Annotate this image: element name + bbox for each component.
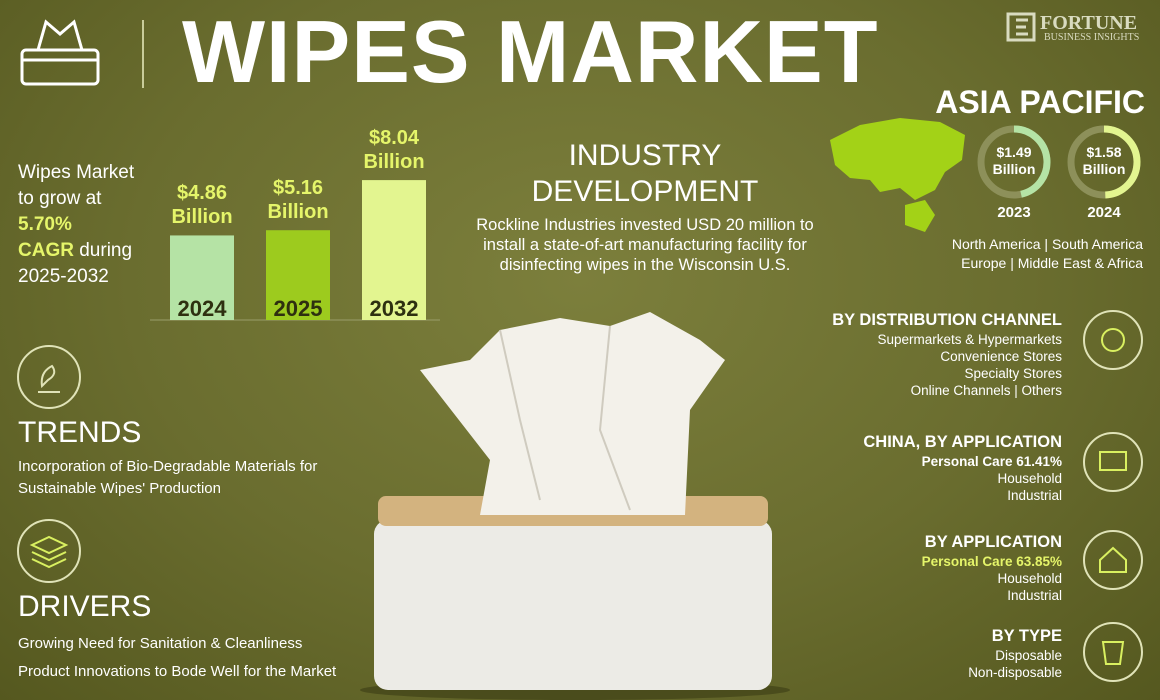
wipes-icon (20, 19, 100, 86)
ring-label: $1.49 Billion (992, 144, 1036, 177)
ring-year: 2024 (1087, 204, 1121, 221)
segment-title: CHINA, BY APPLICATION (863, 433, 1062, 451)
segment-title: BY TYPE (991, 627, 1062, 645)
segment-item: Household (997, 471, 1062, 486)
segment: CHINA, BY APPLICATION Personal Care 61.4… (863, 431, 1062, 504)
chart-layer: 2024 2025 2032 (170, 125, 1141, 321)
industry-text: Rockline Industries invested USD 20 mill… (476, 216, 814, 274)
region-line: North America | South America (951, 236, 1143, 252)
trends-title: TRENDS (18, 416, 142, 449)
asia-title: ASIA PACIFIC (935, 84, 1145, 120)
growth-lead: Wipes Market to grow at (18, 162, 135, 209)
asia-map (830, 118, 965, 232)
bar-label: $8.04 Billion (363, 127, 425, 174)
bar (266, 230, 330, 320)
segment: BY DISTRIBUTION CHANNEL Supermarkets & H… (832, 309, 1062, 399)
segment-item: Personal Care 61.41% (921, 454, 1062, 469)
drivers-list: Growing Need for Sanitation & Cleanlines… (18, 630, 336, 686)
segment-item: Household (997, 571, 1062, 586)
segment-item: Industrial (1007, 588, 1062, 603)
driver-item: Product Innovations to Bode Well for the… (18, 663, 337, 680)
bar-label: $5.16 Billion (267, 177, 329, 224)
ring-year: 2023 (997, 204, 1031, 221)
growth-cagr: CAGR (18, 240, 74, 261)
ring-label: $1.58 Billion (1082, 144, 1126, 177)
segment-item: Convenience Stores (940, 349, 1062, 364)
trends-text: Incorporation of Bio-Degradable Material… (18, 458, 318, 497)
ring-arc (1013, 125, 1051, 198)
brand-sub: BUSINESS INSIGHTS (1044, 32, 1140, 43)
bar (170, 235, 234, 320)
driver-item: Growing Need for Sanitation & Cleanlines… (18, 635, 303, 652)
growth-rate: 5.70% (18, 214, 72, 235)
region-line: Europe | Middle East & Africa (961, 255, 1143, 271)
segment-item: Disposable (995, 648, 1062, 663)
ring-arc (1103, 125, 1141, 199)
bar-year: 2032 (370, 296, 419, 321)
segment-item: Supermarkets & Hypermarkets (877, 332, 1062, 347)
growth-text: Wipes Market to grow at 5.70% CAGR durin… (18, 160, 148, 290)
drivers-title: DRIVERS (18, 590, 152, 623)
brand: FORTUNE (1040, 12, 1138, 34)
growth-tail: during 2025-2032 (18, 240, 133, 287)
tissue-box (360, 312, 790, 700)
bar-year: 2025 (274, 296, 323, 321)
segment-item: Personal Care 63.85% (921, 554, 1062, 569)
industry-title: INDUSTRY DEVELOPMENT (531, 139, 759, 208)
segment-item: Online Channels | Others (910, 383, 1062, 398)
segment-icons (1083, 310, 1143, 682)
segment-item: Specialty Stores (964, 366, 1062, 381)
trends-icon (17, 345, 81, 409)
segment: BY TYPE Disposable Non-disposable (968, 625, 1062, 681)
brand-logo (1006, 12, 1036, 42)
segment-title: BY APPLICATION (924, 533, 1062, 551)
segment-item: Non-disposable (968, 665, 1062, 680)
segment: BY APPLICATION Personal Care 63.85% Hous… (922, 531, 1062, 604)
regions: North America | South America Europe | M… (880, 235, 1143, 273)
title: WIPES MARKET (182, 2, 879, 101)
bar-label: $4.86 Billion (171, 182, 233, 229)
bar-year: 2024 (178, 296, 228, 321)
bar (362, 180, 426, 320)
segment-item: Industrial (1007, 488, 1062, 503)
segment-title: BY DISTRIBUTION CHANNEL (832, 311, 1062, 329)
drivers-icon (17, 519, 81, 583)
